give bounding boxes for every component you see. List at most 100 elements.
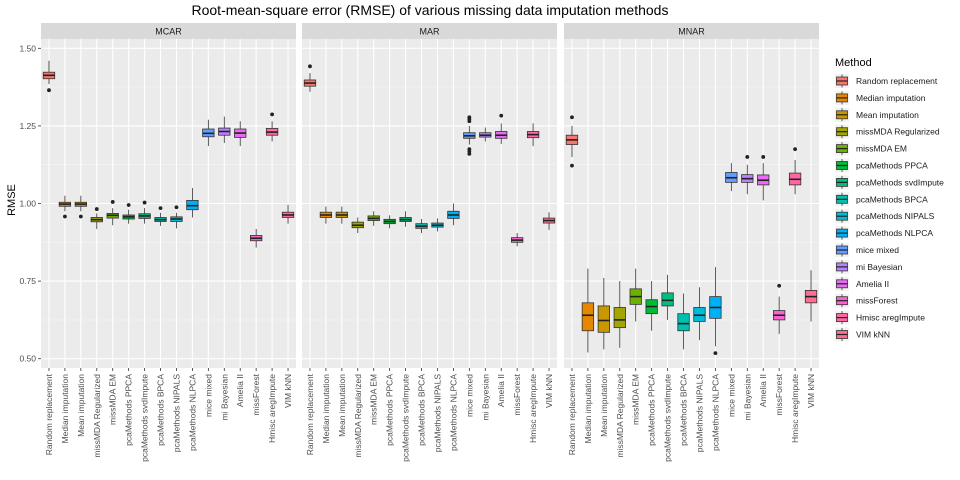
x-tick-label: pcaMethods NLPCA [710, 374, 720, 451]
boxplot-amelia-ii [757, 155, 770, 201]
legend-item: Amelia II [835, 276, 889, 291]
x-tick-label: missMDA EM [369, 374, 379, 425]
x-tick-label: missMDA Regularized [615, 374, 625, 458]
boxplot-hmisc-aregimpute [265, 112, 279, 142]
x-tick-label: Amelia II [235, 374, 245, 407]
box [613, 307, 626, 329]
x-tick-label: pcaMethods BPCA [156, 374, 166, 446]
boxplot-pcamethods-ppca [122, 203, 135, 224]
boxplot-median-imputation [58, 195, 72, 219]
facet-strip [564, 23, 819, 39]
boxplot-missforest [773, 283, 786, 334]
x-tick-label: Amelia II [758, 374, 768, 407]
legend-title: Method [835, 57, 872, 69]
x-tick-label: Hmisc aregImpute [267, 374, 277, 443]
boxplot-pcamethods-nipals [693, 287, 706, 341]
x-tick-label: Median imputation [60, 374, 70, 444]
boxplot-pcamethods-svdimpute [138, 200, 151, 224]
legend-label: Median imputation [856, 93, 926, 103]
boxplot-mi-bayesian [218, 116, 231, 143]
x-tick-label: VIM kNN [806, 374, 816, 408]
x-tick-label: Mean imputation [337, 374, 347, 437]
outlier-point [745, 155, 750, 159]
outlier-point [126, 203, 131, 207]
x-tick-label: Median imputation [583, 374, 593, 444]
legend-label: pcaMethods NIPALS [856, 211, 935, 221]
x-tick-label: Hmisc aregImpute [528, 374, 538, 443]
legend-item: Median imputation [835, 90, 926, 105]
boxplot-missmda-regularized [90, 207, 103, 229]
y-tick-label: 0.50 [19, 354, 36, 364]
y-tick-label: 1.00 [19, 199, 36, 209]
x-tick-label: Random replacement [567, 373, 577, 455]
facet-strip-label: MCAR [155, 27, 182, 37]
boxplot-missmda-em [629, 268, 642, 322]
boxplot-missforest [250, 228, 263, 248]
boxplot-pcamethods-svdimpute [399, 211, 412, 227]
boxplot-pcamethods-ppca [383, 215, 396, 229]
x-tick-label: mi Bayesian [219, 374, 229, 421]
boxplot-pcamethods-bpca [677, 293, 690, 350]
x-tick-label: Mean imputation [599, 374, 609, 437]
outlier-point [78, 214, 83, 219]
outlier-point [47, 88, 51, 93]
boxplot-pcamethods-svdimpute [661, 274, 674, 320]
legend-label: pcaMethods PPCA [856, 161, 928, 171]
boxplot-median-imputation [581, 268, 595, 353]
x-tick-label: pcaMethods PPCA [124, 374, 134, 446]
boxplot-pcamethods-nipals [170, 205, 183, 229]
x-tick-label: mi Bayesian [742, 374, 752, 421]
outlier-point [467, 119, 472, 124]
legend-item: missMDA EM [835, 141, 907, 156]
boxplot-median-imputation [319, 206, 333, 224]
outlier-point [793, 147, 797, 152]
boxplot-pcamethods-ppca [645, 281, 658, 331]
legend-label: missForest [856, 296, 898, 306]
boxplot-random-replacement [42, 60, 56, 93]
outlier-point [158, 206, 163, 211]
outlier-point [570, 163, 574, 168]
boxplot-pcamethods-nipals [431, 218, 444, 232]
x-tick-label: Median imputation [321, 374, 331, 444]
outlier-point [761, 155, 766, 159]
chart-title: Root-mean-square error (RMSE) of various… [192, 2, 669, 18]
x-tick-label: pcaMethods NIPALS [432, 374, 442, 453]
x-tick-label: VIM kNN [283, 374, 293, 408]
outlier-point [777, 283, 782, 288]
legend-item: pcaMethods BPCA [835, 192, 928, 207]
boxplot-hmisc-aregimpute [526, 123, 540, 147]
legend-label: pcaMethods NLPCA [856, 228, 933, 238]
legend-item: Random replacement [835, 74, 938, 88]
x-tick-label: pcaMethods NLPCA [448, 374, 458, 451]
x-tick-label: pcaMethods NIPALS [694, 374, 704, 453]
legend-label: Mean imputation [856, 110, 919, 120]
box [661, 292, 674, 307]
boxplot-vim-knn [542, 212, 556, 230]
boxplot-hmisc-aregimpute [788, 147, 802, 195]
legend-label: pcaMethods BPCA [856, 194, 928, 204]
y-tick-label: 0.75 [19, 276, 36, 286]
box [597, 305, 610, 333]
legend-item: mi Bayesian [835, 259, 903, 274]
boxplot-pcamethods-bpca [154, 206, 167, 226]
panel-mar: MAR Random replacement Median imputation Me… [302, 23, 557, 462]
x-tick-label: missMDA Regularized [353, 374, 363, 458]
boxplot-amelia-ii [495, 113, 508, 144]
boxplot-mean-imputation [74, 195, 87, 219]
boxplot-mi-bayesian [741, 155, 754, 195]
x-tick-label: mice mixed [203, 374, 213, 417]
legend-item: missForest [835, 293, 898, 308]
boxplot-pcamethods-bpca [415, 219, 428, 233]
boxplot-missforest [511, 232, 524, 247]
x-tick-label: pcaMethods NLPCA [187, 374, 197, 451]
panel-mnar: MNAR Random replacement Median imputation M… [564, 23, 819, 462]
x-tick-label: VIM kNN [544, 374, 554, 408]
x-tick-label: mice mixed [726, 374, 736, 417]
x-tick-label: missForest [512, 373, 522, 415]
outlier-point [308, 64, 312, 69]
legend-item: VIM kNN [835, 327, 890, 342]
legend-item: Hmisc aregImpute [835, 310, 925, 325]
facet-panels: 0.50 0.75 1.00 1.25 1.50 MCAR Random replaceme… [19, 23, 819, 462]
outlier-point [713, 351, 718, 356]
